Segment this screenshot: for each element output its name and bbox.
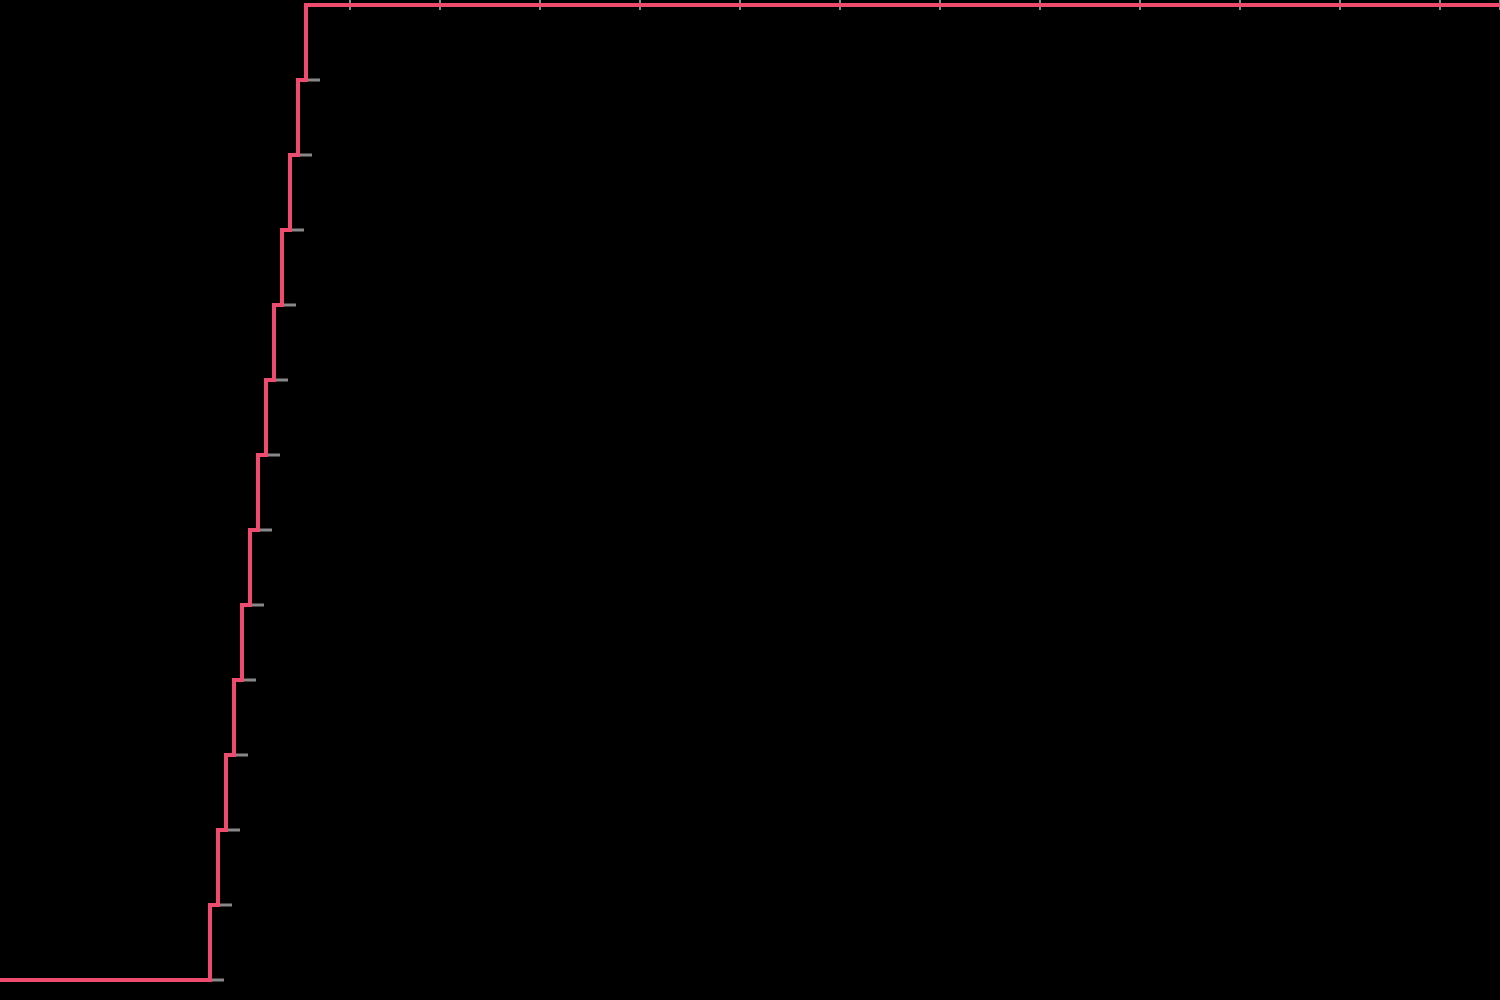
chart-background bbox=[0, 0, 1500, 1000]
chart-container bbox=[0, 0, 1500, 1000]
step-line-chart bbox=[0, 0, 1500, 1000]
